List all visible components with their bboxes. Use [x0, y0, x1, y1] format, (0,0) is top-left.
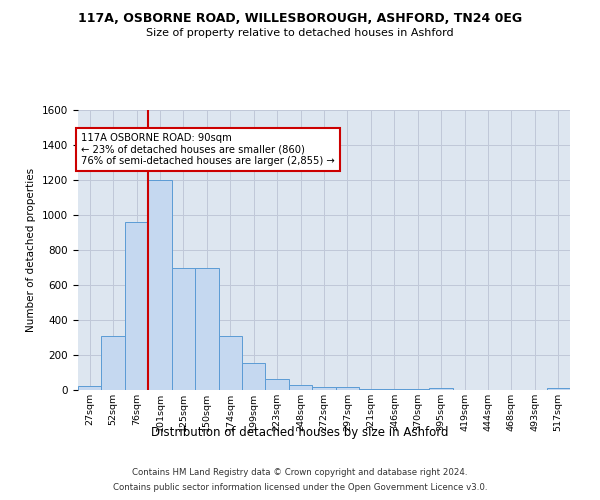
Y-axis label: Number of detached properties: Number of detached properties: [26, 168, 37, 332]
Bar: [78, 386, 101, 390]
Bar: [430, 388, 453, 390]
Bar: [218, 336, 242, 390]
Text: Distribution of detached houses by size in Ashford: Distribution of detached houses by size …: [151, 426, 449, 439]
Bar: [383, 389, 406, 390]
Text: Contains public sector information licensed under the Open Government Licence v3: Contains public sector information licen…: [113, 483, 487, 492]
Bar: [336, 388, 359, 390]
Bar: [101, 336, 125, 390]
Bar: [172, 268, 195, 390]
Bar: [312, 386, 336, 390]
Bar: [265, 378, 289, 390]
Bar: [547, 388, 570, 390]
Text: 117A OSBORNE ROAD: 90sqm
← 23% of detached houses are smaller (860)
76% of semi-: 117A OSBORNE ROAD: 90sqm ← 23% of detach…: [81, 132, 335, 166]
Text: Contains HM Land Registry data © Crown copyright and database right 2024.: Contains HM Land Registry data © Crown c…: [132, 468, 468, 477]
Bar: [125, 222, 148, 390]
Bar: [195, 268, 218, 390]
Text: Size of property relative to detached houses in Ashford: Size of property relative to detached ho…: [146, 28, 454, 38]
Bar: [289, 385, 312, 390]
Bar: [148, 180, 172, 390]
Text: 117A, OSBORNE ROAD, WILLESBOROUGH, ASHFORD, TN24 0EG: 117A, OSBORNE ROAD, WILLESBOROUGH, ASHFO…: [78, 12, 522, 26]
Bar: [242, 363, 265, 390]
Bar: [359, 388, 383, 390]
